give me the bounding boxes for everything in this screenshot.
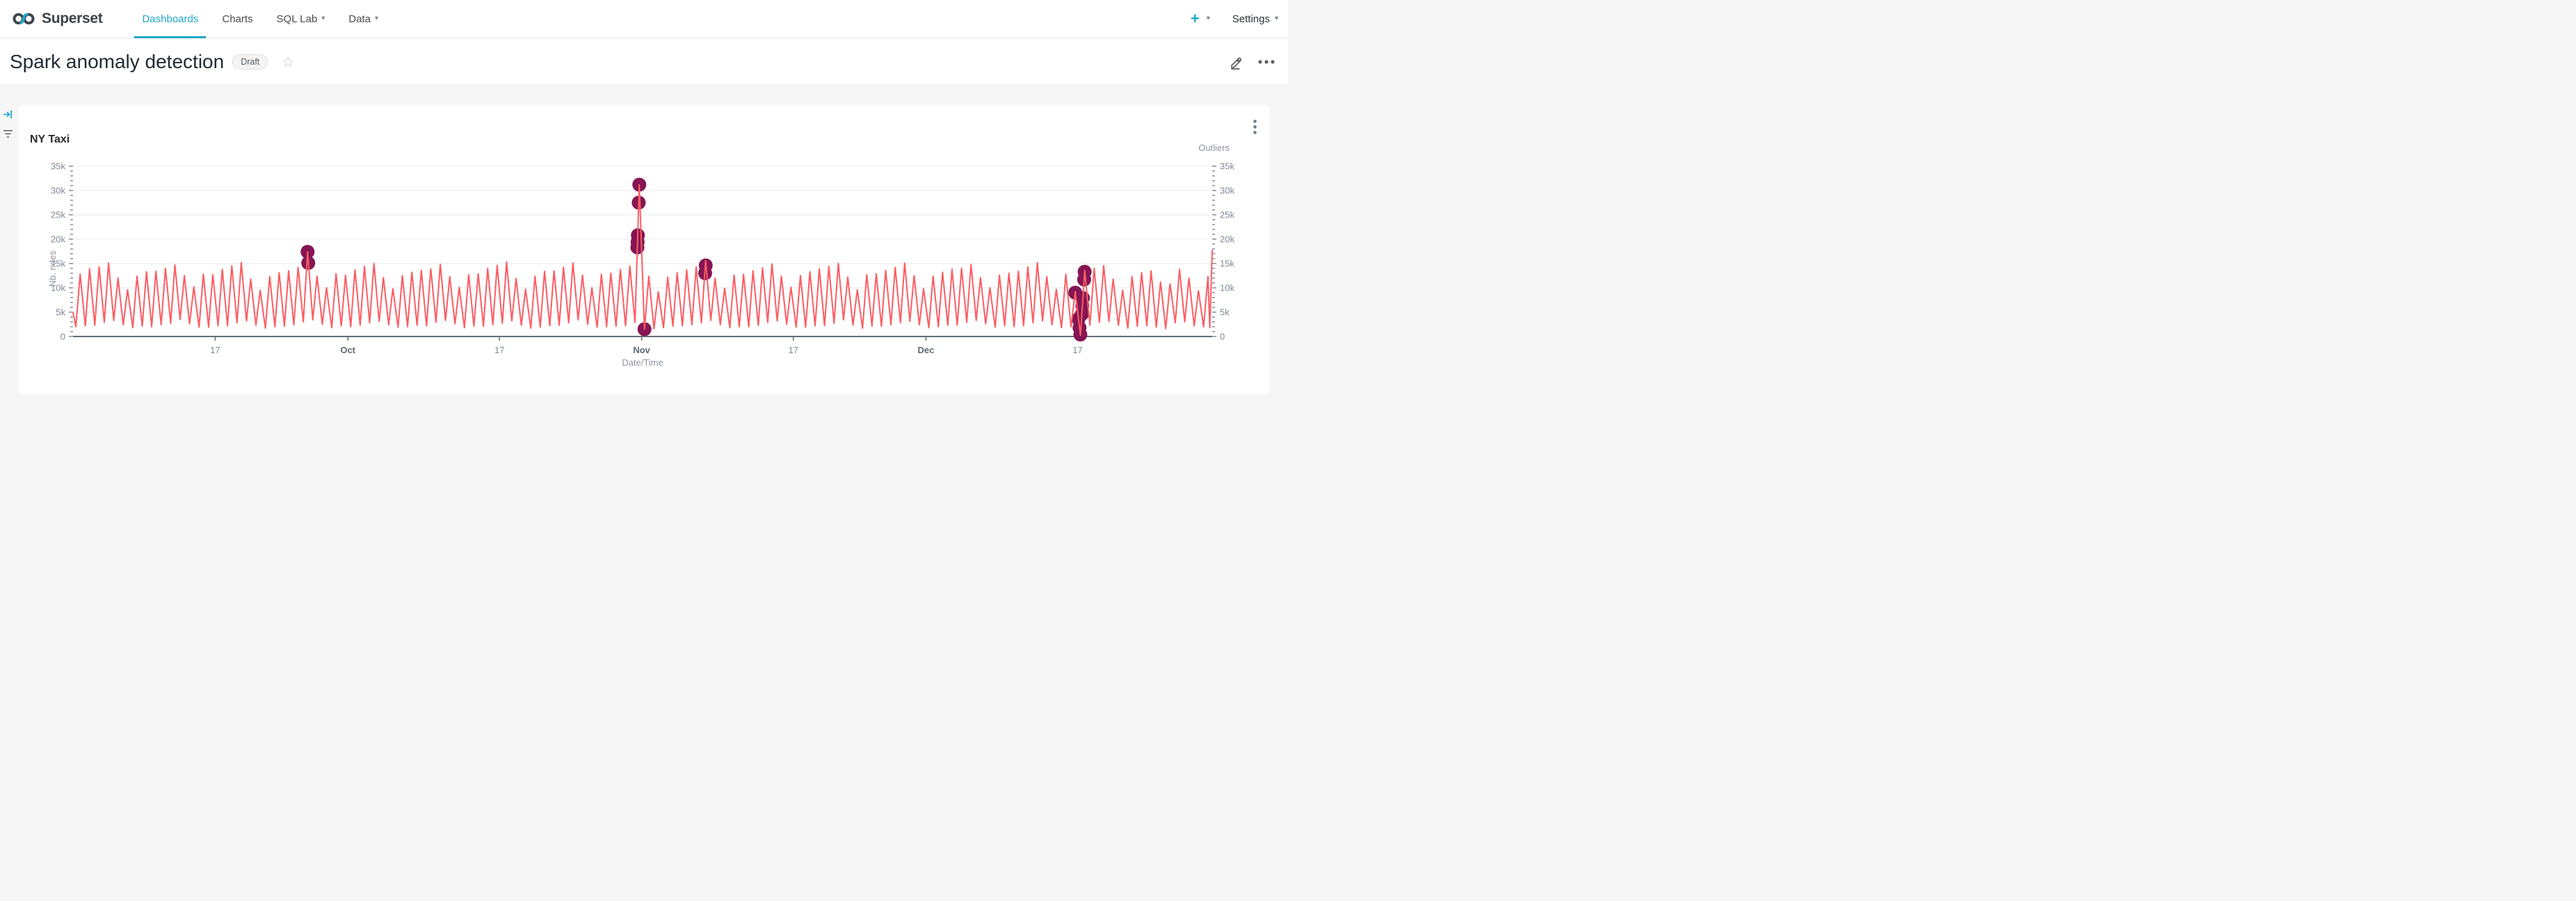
y-axis-tick-label: 15k [51,259,65,269]
superset-logo-icon [13,13,35,25]
nav-item-data[interactable]: Data ▾ [337,0,390,38]
y2-axis-tick-label: 5k [1220,307,1230,318]
nav-item-sql-lab[interactable]: SQL Lab ▾ [265,0,337,38]
page-title: Spark anomaly detection [10,51,225,72]
outlier-points [300,177,1092,342]
brand-name: Superset [42,10,103,26]
nav-item-dashboards[interactable]: Dashboards [130,0,210,38]
filter-icon[interactable] [3,129,13,142]
chevron-down-icon: ▾ [1274,15,1278,22]
nav-item-label: Dashboards [142,13,199,25]
y2-axis-tick-label: 0 [1220,332,1225,342]
y2-axis-tick-label: 10k [1220,283,1234,293]
x-axis-tick-label: Oct [340,345,355,355]
y2-axis-tick-label: 25k [1220,210,1234,220]
nav-item-label: SQL Lab [276,13,318,25]
settings-menu[interactable]: Settings ▾ [1232,13,1278,25]
chevron-down-icon: ▾ [321,15,325,22]
draft-status-badge: Draft [232,54,268,70]
rides-line-series [72,184,1213,336]
axes: 0 0 5k 5k 10k 10k 15k 15k 20k 20k 25k 25k 30k 30k 35k 3… [51,161,1234,356]
x-axis-tick-label: 17 [210,345,220,355]
y-axis-tick-label: 20k [51,234,65,245]
kebab-menu-icon[interactable] [1252,118,1258,139]
x-axis-tick-label: 17 [494,345,504,355]
timeseries-chart[interactable]: 0 0 5k 5k 10k 10k 15k 15k 20k 20k 25k 25k 30k 30k 35k 3… [19,106,1269,394]
nav-items: Dashboards Charts SQL Lab ▾ Data ▾ [130,0,389,38]
x-axis-tick-label: Nov [633,345,650,355]
y2-axis-tick-label: 20k [1220,234,1234,245]
y2-axis-tick-label: 30k [1220,186,1234,196]
new-item-button[interactable]: + [1190,10,1200,27]
nav-item-charts[interactable]: Charts [210,0,264,38]
edit-pencil-icon[interactable] [1227,55,1242,70]
left-rail [0,86,18,450]
nav-item-label: Charts [222,13,253,25]
favorite-star-icon[interactable]: ☆ [282,54,295,70]
y2-axis-tick-label: 15k [1220,259,1234,269]
chart-title: NY Taxi [30,133,70,145]
title-actions [1227,55,1275,70]
y-axis-tick-label: 35k [51,161,65,172]
expand-filter-bar-icon[interactable] [3,109,13,123]
x-axis-tick-label: 17 [1072,345,1082,355]
y-axis-tick-label: 5k [56,307,65,318]
ellipsis-menu-icon[interactable] [1257,59,1275,65]
y-axis-tick-label: 0 [61,332,65,342]
x-axis-tick-label: Dec [918,345,935,355]
y2-axis-tick-label: 35k [1220,161,1234,172]
x-axis-tick-label: 17 [788,345,798,355]
y-axis-tick-label: 25k [51,210,65,220]
y2-axis-title: Outliers [1198,143,1230,153]
y-axis-tick-label: 10k [51,283,65,293]
y-axis-tick-label: 30k [51,186,65,196]
y-axis-title: Nb. rides [47,250,58,287]
chevron-down-icon: ▾ [374,15,378,22]
settings-label: Settings [1232,13,1270,25]
top-nav: Superset Dashboards Charts SQL Lab ▾ Data ▾ +… [0,0,1288,38]
chevron-down-icon[interactable]: ▾ [1206,15,1210,22]
chart-card: NY Taxi 0 0 5k 5k 10k 10k 15k 15k 20k 20k 25k 25k 30… [19,106,1269,394]
nav-item-label: Data [348,13,371,25]
x-axis-title: Date/Time [622,357,663,368]
superset-brand[interactable]: Superset [11,10,103,27]
dashboard-header: Spark anomaly detection Draft ☆ [0,39,1288,86]
topnav-right: + ▾ Settings ▾ [1191,11,1278,26]
